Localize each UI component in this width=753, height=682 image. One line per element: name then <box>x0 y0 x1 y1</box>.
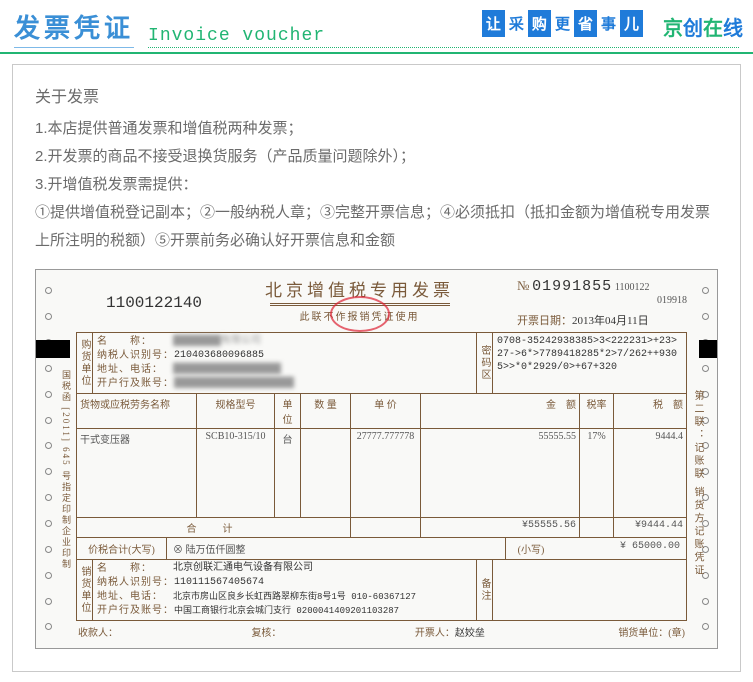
about-line-3: 3.开增值税发票需提供： <box>35 171 718 199</box>
about-line-4: ①提供增值税登记副本；②一般纳税人章；③完整开票信息；④必须抵扣（抵扣金额为增值… <box>35 199 718 255</box>
red-stamp <box>330 296 390 332</box>
items-body: 干式变压器 SCB10-315/10 台 27777.777778 55555.… <box>77 429 686 517</box>
password-area: 0708-35242938385>3<222231>+23>27->6*>778… <box>493 333 686 393</box>
about-line-2: 2.开发票的商品不接受退换货服务（产品质量问题除外）； <box>35 143 718 171</box>
about-line-1: 1.本店提供普通发票和增值税两种发票； <box>35 115 718 143</box>
remark-vlabel: 备注 <box>477 560 493 620</box>
about-title: 关于发票 <box>35 83 718 107</box>
sprocket-holes-left <box>38 270 58 648</box>
side-text-right: 第二联：记账联 销货方记账凭证 <box>690 390 705 578</box>
invoice-footer: 收款人： 复核： 开票人：赵姣垒 销货单位：(章) <box>76 621 687 639</box>
header-title-cn: 发票凭证 <box>14 8 134 48</box>
side-text-left: 国税函 [2011] 645 号指定印制企业印制 <box>60 370 73 570</box>
header-brand: 京创在线 <box>663 12 743 41</box>
invoice-number: 01991855 <box>532 278 612 295</box>
total-amount: ¥ 65000.00 <box>556 538 686 559</box>
redaction-right <box>699 340 717 358</box>
content-panel: 关于发票 1.本店提供普通发票和增值税两种发票； 2.开发票的商品不接受退换货服… <box>12 64 741 672</box>
subtotal-amount: ¥55555.56 <box>421 518 580 537</box>
seller-vlabel: 销货单位 <box>77 560 93 620</box>
subtotal-tax: ¥9444.44 <box>614 518 686 537</box>
buyer-vlabel: 购货单位 <box>77 333 93 393</box>
seller-info: 名 称：北京创联汇通电气设备有限公司 纳税人识别号：11011156740567… <box>93 560 476 620</box>
invoice-code: 1100122140 <box>76 276 202 312</box>
redaction-left <box>36 340 70 358</box>
page-header: 发票凭证 Invoice voucher 让采购更省事儿 京创在线 <box>0 0 753 54</box>
remark-area <box>493 560 686 620</box>
password-vlabel: 密码区 <box>477 333 493 393</box>
header-title-en: Invoice voucher <box>148 26 739 48</box>
buyer-info: 名 称：████████有限公司 纳税人识别号：210403680096885 … <box>93 333 476 393</box>
total-cn: ⊗ 陆万伍仟圆整 <box>167 538 506 559</box>
invoice-scan: 国税函 [2011] 645 号指定印制企业印制 第二联：记账联 销货方记账凭证… <box>35 269 718 649</box>
invoice-date: 2013年04月11日 <box>572 315 649 327</box>
header-slogan: 让采购更省事儿 <box>482 10 643 37</box>
